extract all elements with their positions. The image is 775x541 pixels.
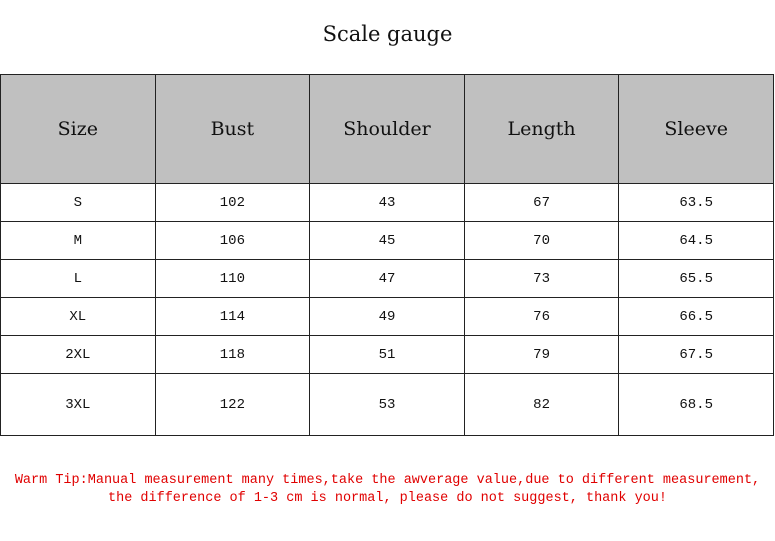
table-cell: 63.5	[618, 183, 774, 222]
column-header-shoulder: Shoulder	[309, 74, 465, 184]
table-cell: 67.5	[618, 335, 774, 374]
table-row: XL 114 49 76 66.5	[0, 297, 774, 336]
column-header-sleeve: Sleeve	[618, 74, 774, 184]
table-cell: 106	[154, 221, 311, 260]
table-cell: S	[0, 183, 156, 222]
table-row: S 102 43 67 63.5	[0, 183, 774, 222]
page-title: Scale gauge	[322, 22, 453, 46]
table-cell: 43	[309, 183, 465, 222]
table-cell: 68.5	[618, 373, 774, 436]
table-cell: 82	[463, 373, 620, 436]
table-cell: 66.5	[618, 297, 774, 336]
table-cell: XL	[0, 297, 156, 336]
table-cell: L	[0, 259, 156, 298]
table-cell: 73	[463, 259, 620, 298]
table-cell: 67	[463, 183, 620, 222]
table-row: 2XL 118 51 79 67.5	[0, 335, 774, 374]
table-cell: 65.5	[618, 259, 774, 298]
table-header-row: Size Bust Shoulder Length Sleeve	[0, 74, 774, 184]
column-header-size: Size	[0, 74, 156, 184]
table-cell: 79	[463, 335, 620, 374]
table-cell: 114	[154, 297, 311, 336]
table-cell: 45	[309, 221, 465, 260]
tip-line-1: Warm Tip:Manual measurement many times,t…	[14, 473, 761, 488]
table-cell: 122	[154, 373, 311, 436]
table-row: M 106 45 70 64.5	[0, 221, 774, 260]
table-cell: 70	[463, 221, 620, 260]
table-cell: M	[0, 221, 156, 260]
table-cell: 118	[154, 335, 311, 374]
size-table: Size Bust Shoulder Length Sleeve S 102 43 67 63.…	[0, 74, 774, 436]
table-cell: 64.5	[618, 221, 774, 260]
table-cell: 102	[154, 183, 311, 222]
table-cell: 47	[309, 259, 465, 298]
table-cell: 53	[309, 373, 465, 436]
table-cell: 51	[309, 335, 465, 374]
tip-line-2: the difference of 1-3 cm is normal, plea…	[108, 491, 667, 506]
table-cell: 110	[154, 259, 311, 298]
column-header-length: Length	[463, 74, 620, 184]
column-header-bust: Bust	[154, 74, 311, 184]
table-cell: 3XL	[0, 373, 156, 436]
table-row: L 110 47 73 65.5	[0, 259, 774, 298]
table-cell: 2XL	[0, 335, 156, 374]
table-cell: 76	[463, 297, 620, 336]
table-cell: 49	[309, 297, 465, 336]
warm-tip: Warm Tip:Manual measurement many times,t…	[0, 472, 775, 508]
table-row: 3XL 122 53 82 68.5	[0, 373, 774, 436]
